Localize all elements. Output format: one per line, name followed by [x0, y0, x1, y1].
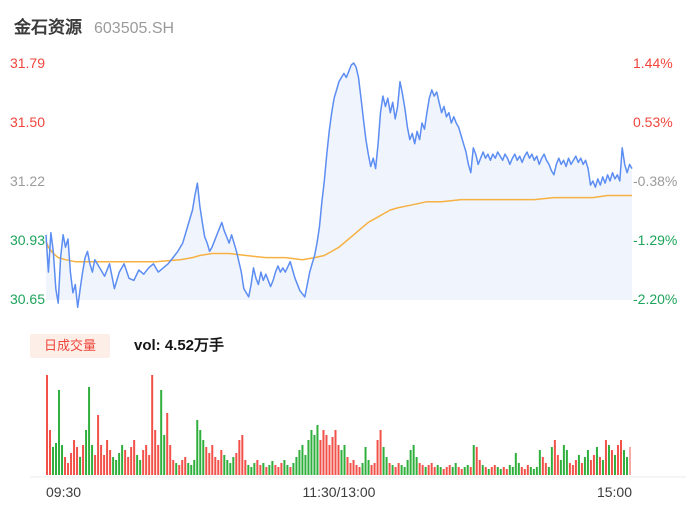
axis-label-percent: 1.44%: [633, 55, 673, 71]
axis-label-percent: -1.29%: [633, 232, 678, 248]
stock-code: 603505.SH: [94, 20, 175, 37]
time-tick-close: 15:00: [596, 484, 632, 500]
time-tick-open: 09:30: [46, 484, 82, 500]
time-tick-noon: 11:30/13:00: [302, 484, 376, 500]
axis-label-percent: -0.38%: [633, 173, 678, 189]
price-axis-right: 1.44% 0.53% -0.38% -1.29% -2.20%: [633, 0, 686, 320]
volume-legend-badge[interactable]: 日成交量: [30, 334, 110, 358]
stock-name: 金石资源: [14, 18, 82, 37]
price-axis-left: 31.79 31.50 31.22 30.93 30.65: [0, 0, 45, 320]
axis-label-price: 31.22: [9, 173, 45, 189]
axis-label-price: 30.93: [9, 232, 45, 248]
axis-label-percent: -2.20%: [633, 291, 678, 307]
axis-label-price: 31.50: [9, 114, 45, 130]
axis-label-price: 31.79: [9, 55, 45, 71]
header: 金石资源 603505.SH: [14, 13, 174, 37]
volume-legend-label: 日成交量: [43, 338, 96, 353]
axis-label-price: 30.65: [9, 291, 45, 307]
axis-label-percent: 0.53%: [633, 114, 673, 130]
volume-value: vol: 4.52万手: [134, 337, 225, 354]
